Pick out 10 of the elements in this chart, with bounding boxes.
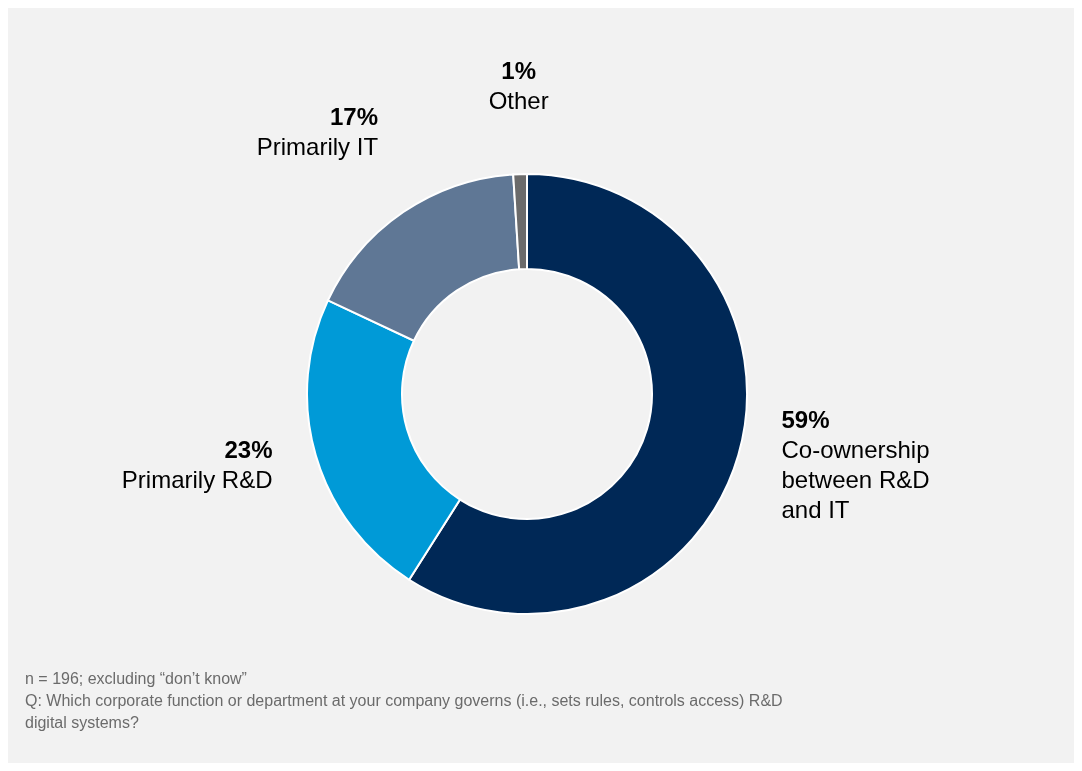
data-label: 23% (224, 435, 273, 463)
slice-label: Primarily R&D (121, 465, 273, 493)
data-label: 59% (781, 405, 830, 433)
text: Q: Which corporate function or department at your company governs (i.e., sets rules, controls access) R&D digital systems? (25, 691, 784, 733)
slice-label: Other (488, 87, 549, 115)
slice-label: Co-ownership between R&D and IT (781, 435, 930, 523)
text: n = 196; excluding “don’t know” (25, 669, 248, 689)
slice-label: Primarily IT (256, 132, 379, 160)
data-label: 1% (501, 57, 537, 85)
data-label: 17% (330, 102, 379, 130)
